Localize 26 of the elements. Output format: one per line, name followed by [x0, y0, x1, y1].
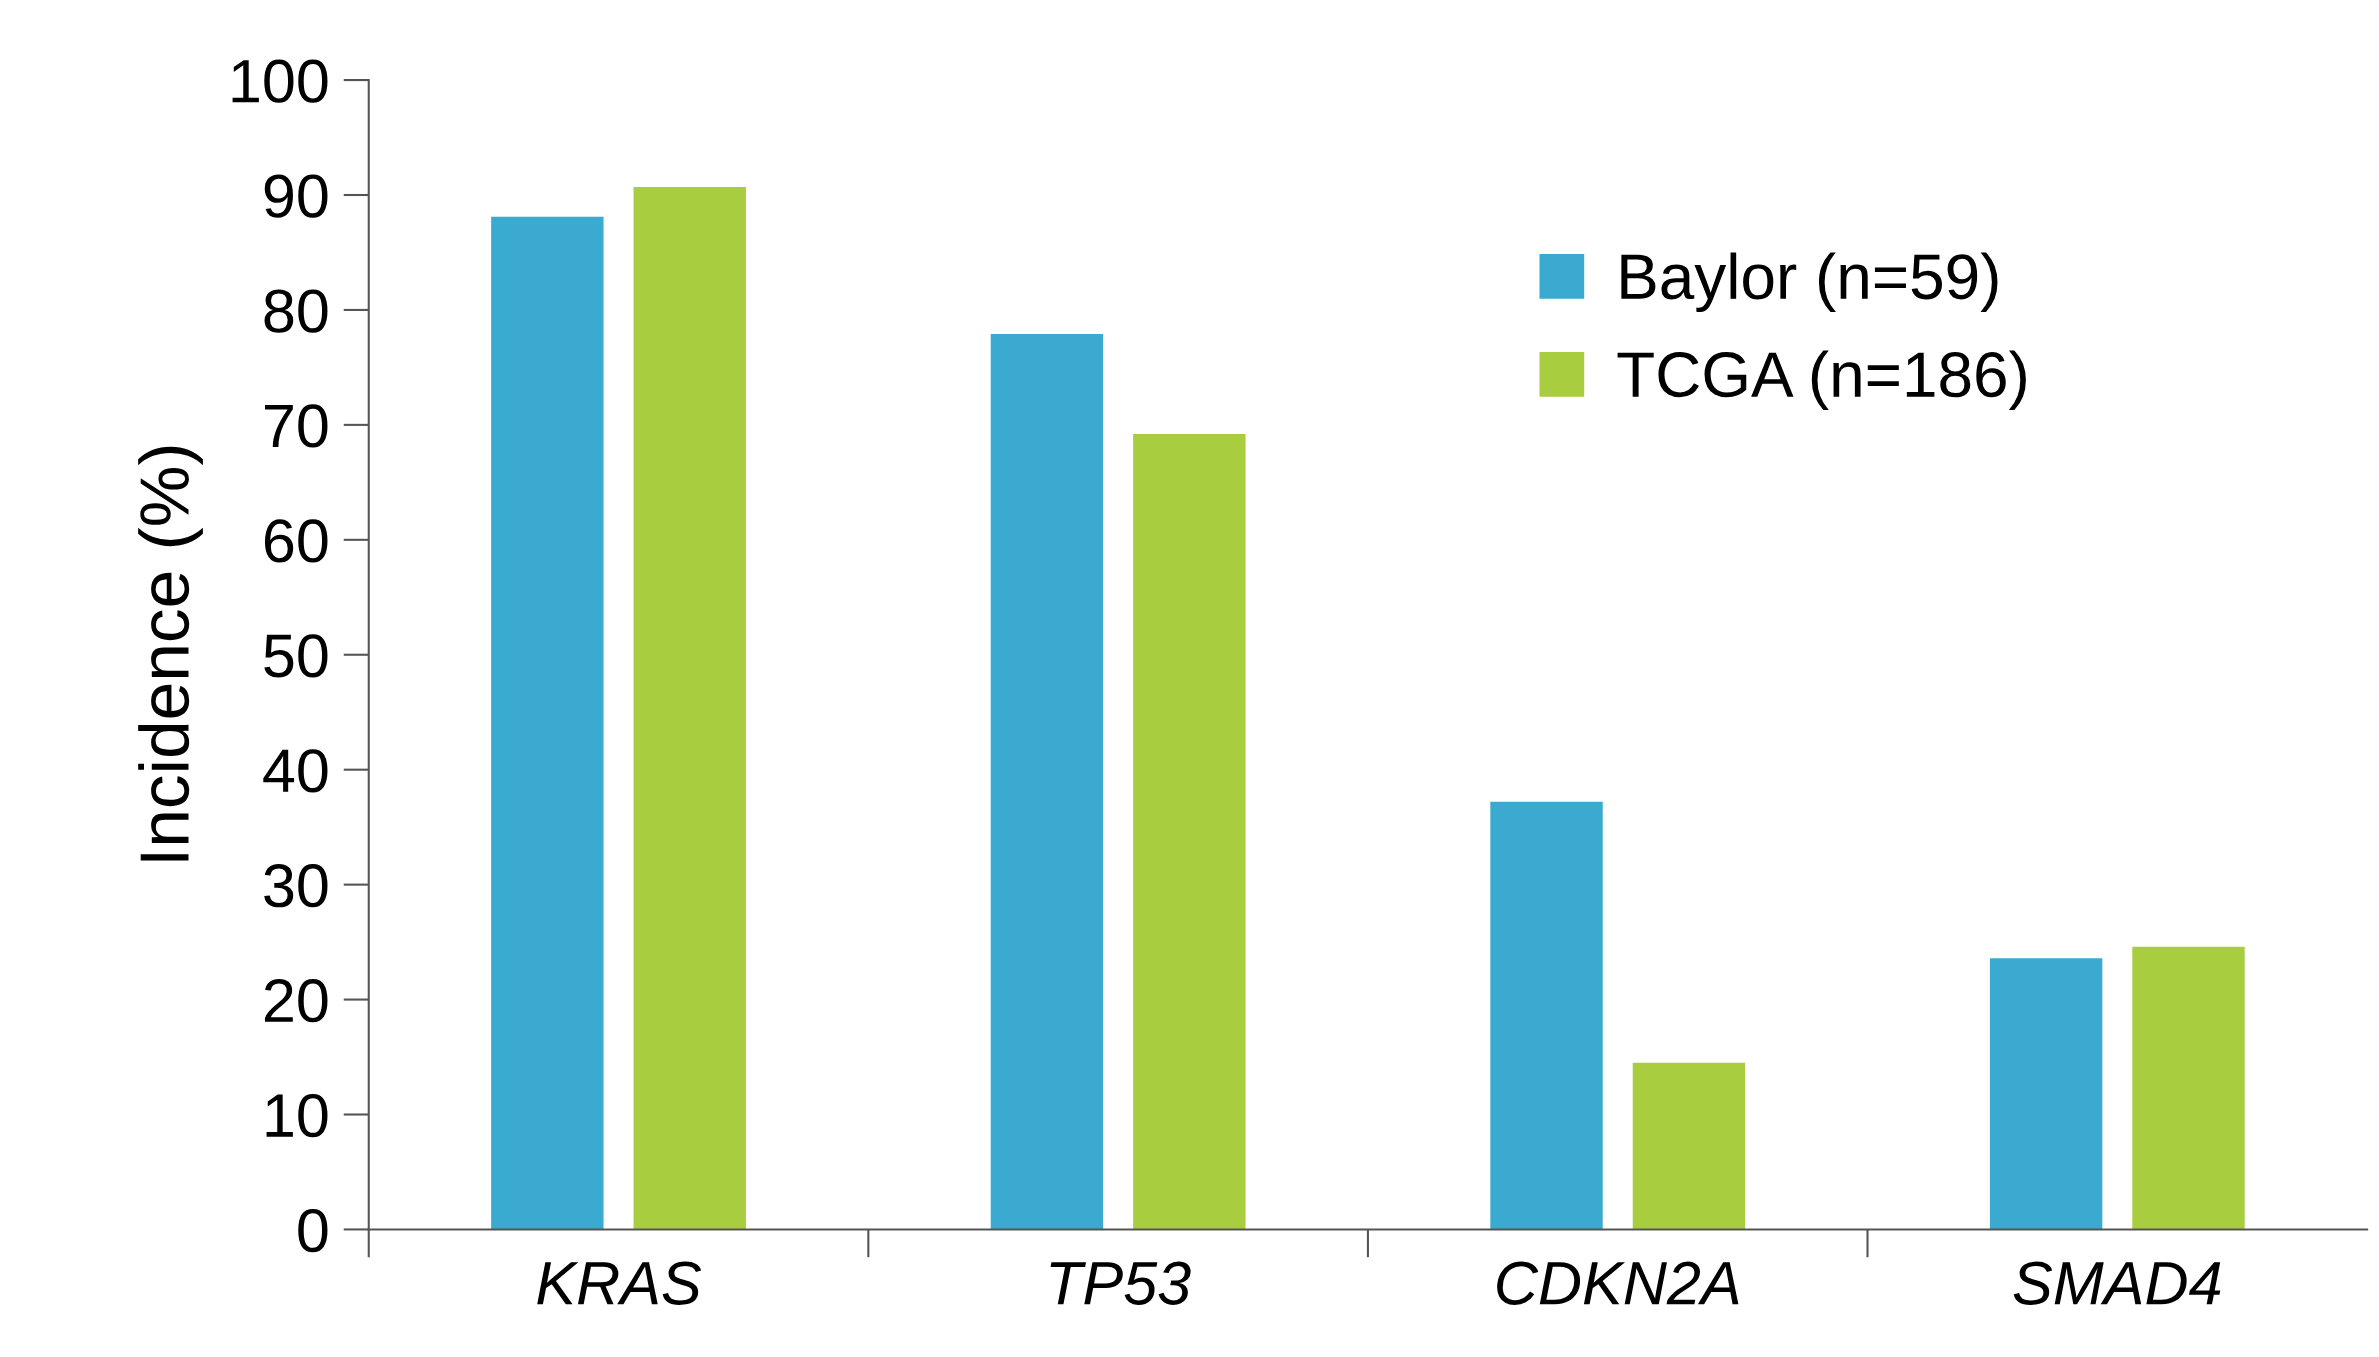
bar: [491, 216, 604, 1230]
x-tick-label: TP53: [1050, 1261, 1191, 1305]
y-axis-title: Incidence (%): [138, 446, 203, 861]
bar: [990, 334, 1104, 1230]
bar: [1632, 1062, 1746, 1230]
bar: [1989, 958, 2103, 1230]
y-tick-label: 80: [264, 289, 328, 333]
x-tick-label: SMAD4: [2013, 1261, 2221, 1305]
y-tick-label: 90: [264, 174, 328, 218]
y-tick-label: 70: [265, 404, 328, 448]
bar: [633, 186, 746, 1230]
y-tick-label: 30: [264, 864, 328, 908]
y-tick-label: 20: [264, 979, 328, 1023]
y-tick-label: 40: [263, 749, 328, 793]
x-tick-label: CDKN2A: [1497, 1261, 1739, 1305]
bar: [1133, 434, 1246, 1230]
y-tick-label: 100: [232, 59, 328, 103]
legend-label: Baylor (n=59): [1621, 252, 1998, 313]
y-tick-label: 50: [264, 634, 328, 678]
x-tick-label: KRAS: [537, 1261, 702, 1305]
y-tick-label: 10: [266, 1093, 328, 1138]
bar: [2132, 946, 2245, 1230]
y-tick-label: 0: [298, 1208, 328, 1253]
bar: [1490, 801, 1603, 1230]
y-tick-label: 60: [264, 519, 328, 563]
legend-label: TCGA (n=186): [1617, 350, 2026, 410]
